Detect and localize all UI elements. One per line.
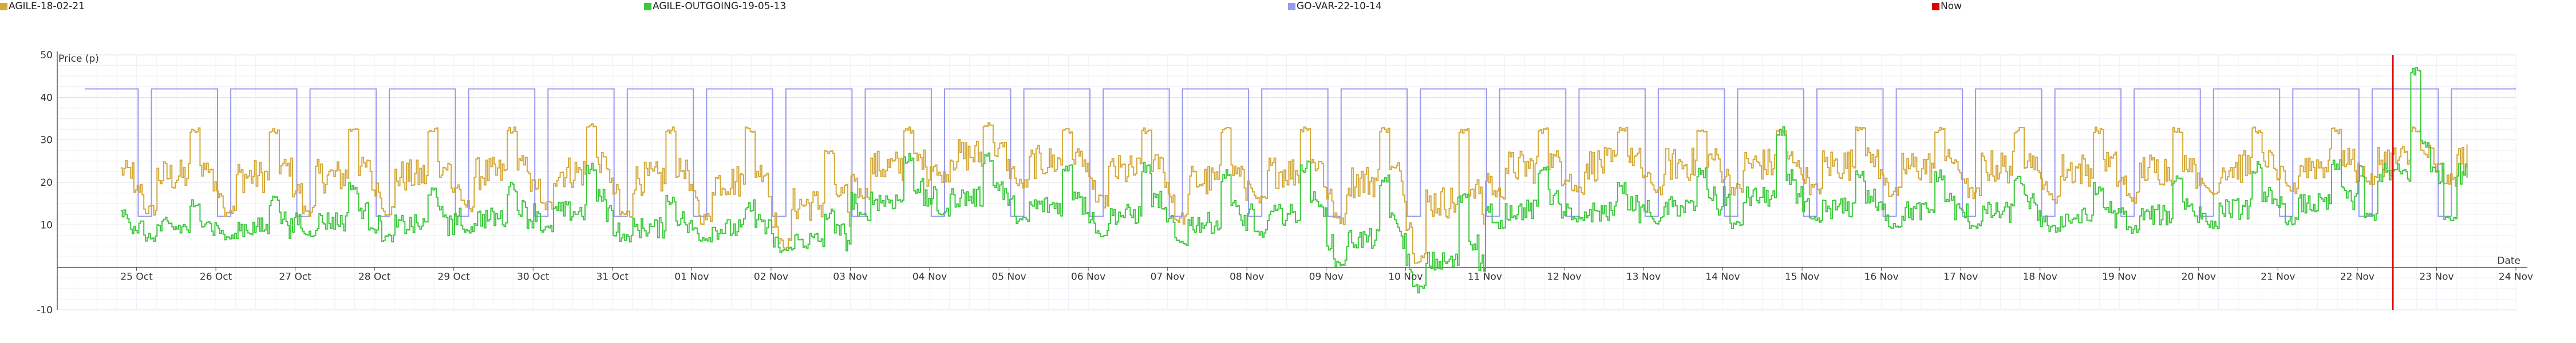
x-tick-label: 14 Nov: [1705, 272, 1740, 283]
legend-swatch-agile-outgoing: [644, 2, 651, 10]
y-axis-title: Price (p): [58, 53, 99, 65]
x-tick-label: 01 Nov: [674, 272, 709, 283]
legend-swatch-now: [1932, 2, 1939, 10]
x-tick-label: 12 Nov: [1547, 272, 1581, 283]
labels-layer: -10 10 20 30 40 50 Price (p) Date 25 Oct 26 Oct 27…: [37, 50, 2533, 316]
x-tick-label: 19 Nov: [2102, 272, 2136, 283]
x-tick-label: 07 Nov: [1151, 272, 1185, 283]
legend: AGILE-18-02-21 AGILE-OUTGOING-19-05-13 G…: [0, 0, 2576, 13]
legend-item-agile-outgoing[interactable]: AGILE-OUTGOING-19-05-13: [644, 1, 786, 11]
x-tick-label: 08 Nov: [1230, 272, 1264, 283]
x-tick-label: 28 Oct: [358, 272, 391, 283]
x-tick-label: 25 Oct: [120, 272, 153, 283]
x-tick-label: 17 Nov: [1943, 272, 1978, 283]
legend-item-now[interactable]: Now: [1932, 1, 1962, 11]
x-tick-label: 09 Nov: [1309, 272, 1344, 283]
y-tick-label: 50: [40, 50, 53, 61]
x-tick-label: 29 Oct: [438, 272, 471, 283]
axes-layer: [57, 51, 2527, 310]
y-tick-label: 10: [40, 220, 53, 231]
x-tick-label: 20 Nov: [2182, 272, 2216, 283]
legend-swatch-go-var: [1288, 2, 1295, 10]
x-tick-label: 23 Nov: [2419, 272, 2453, 283]
x-tick-label: 02 Nov: [754, 272, 788, 283]
x-tick-label: 10 Nov: [1388, 272, 1423, 283]
y-tick-label: -10: [37, 305, 53, 316]
x-tick-label: 15 Nov: [1785, 272, 1819, 283]
x-tick-label: 11 Nov: [1468, 272, 1502, 283]
legend-label-go-var: GO-VAR-22-10-14: [1297, 1, 1382, 12]
series-go-var: [85, 88, 2516, 217]
x-axis-title: Date: [2497, 256, 2520, 267]
y-tick-label: 30: [40, 135, 53, 146]
x-tick-label: 06 Nov: [1071, 272, 1105, 283]
legend-item-agile[interactable]: AGILE-18-02-21: [0, 1, 85, 11]
x-tick-label: 24 Nov: [2499, 272, 2533, 283]
x-tick-label: 26 Oct: [200, 272, 232, 283]
x-tick-label: 30 Oct: [517, 272, 550, 283]
series-agile-outgoing: [120, 67, 2468, 294]
x-tick-label: 16 Nov: [1864, 272, 1899, 283]
legend-swatch-agile: [0, 2, 7, 10]
x-tick-label: 03 Nov: [833, 272, 867, 283]
x-tick-label: 27 Oct: [279, 272, 311, 283]
y-tick-label: 20: [40, 177, 53, 189]
x-tick-label: 21 Nov: [2261, 272, 2295, 283]
x-tick-label: 04 Nov: [912, 272, 947, 283]
series-agile: [120, 122, 2468, 264]
x-tick-label: 31 Oct: [596, 272, 629, 283]
x-tick-label: 18 Nov: [2023, 272, 2057, 283]
x-tick-label: 22 Nov: [2340, 272, 2374, 283]
legend-label-agile-outgoing: AGILE-OUTGOING-19-05-13: [653, 1, 787, 12]
legend-label-now: Now: [1941, 1, 1962, 12]
y-tick-label: 40: [40, 92, 53, 103]
series-layer: [85, 55, 2516, 310]
x-tick-label: 13 Nov: [1626, 272, 1661, 283]
x-tick-label: 05 Nov: [991, 272, 1026, 283]
legend-item-go-var[interactable]: GO-VAR-22-10-14: [1288, 1, 1382, 11]
legend-label-agile: AGILE-18-02-21: [9, 1, 85, 12]
